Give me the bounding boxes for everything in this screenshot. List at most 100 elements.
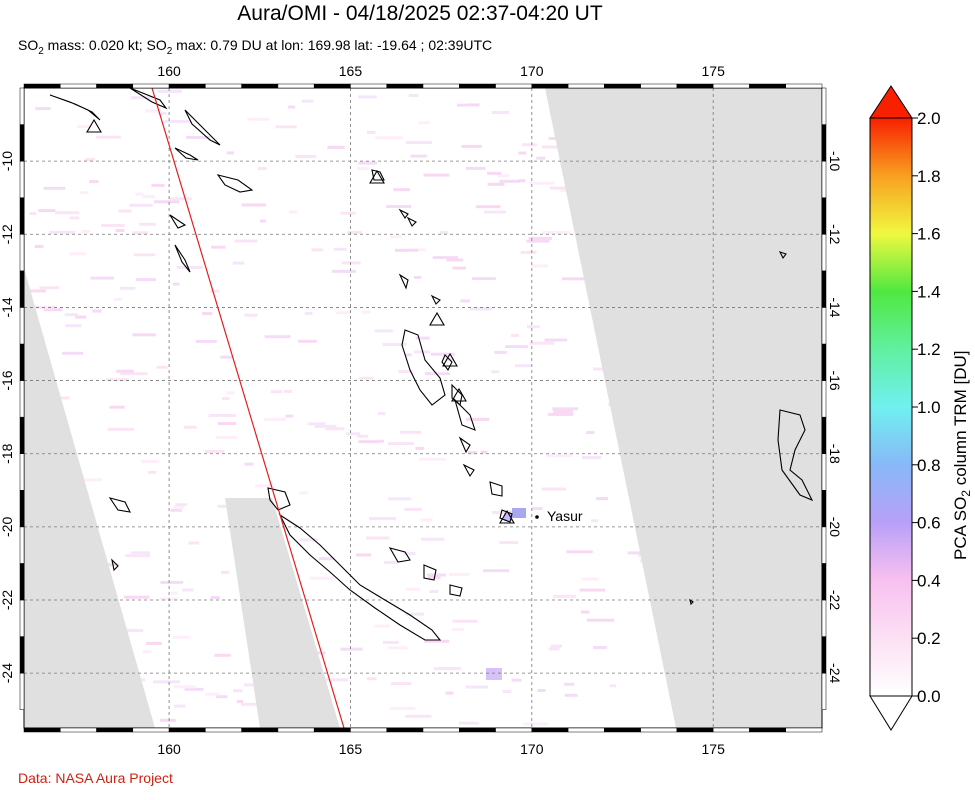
border-segment <box>19 636 25 674</box>
border-segment <box>821 197 827 235</box>
border-segment <box>749 727 786 733</box>
so2-pixel <box>544 338 567 342</box>
so2-pixel <box>38 209 56 213</box>
so2-pixel <box>408 94 419 97</box>
so2-pixel <box>270 390 282 394</box>
so2-pixel <box>216 435 237 439</box>
colorbar-tick-label: 0.0 <box>917 687 941 706</box>
so2-pixel <box>480 450 488 454</box>
border-segment <box>604 727 641 733</box>
border-segment <box>749 83 786 89</box>
so2-pixel <box>125 554 151 558</box>
so2-pixel <box>532 507 543 511</box>
so2-pixel <box>309 576 333 580</box>
border-segment <box>567 727 605 733</box>
so2-pixel <box>466 103 480 107</box>
so2-pixel <box>141 460 159 463</box>
so2-pixel <box>492 511 509 514</box>
no-data-gap <box>225 498 340 728</box>
coast-bougainville <box>49 94 101 121</box>
so2-pixel <box>427 573 446 577</box>
so2-pixel <box>369 517 397 521</box>
colorbar-tick-label: 0.6 <box>917 514 941 533</box>
volcano-icon <box>86 118 102 133</box>
so2-pixel <box>164 120 192 123</box>
border-segment <box>531 727 569 733</box>
so2-pixel <box>476 205 501 209</box>
so2-pixel <box>410 154 427 158</box>
so2-pixel <box>580 610 590 614</box>
border-segment <box>19 416 25 454</box>
so2-pixel <box>236 700 243 704</box>
so2-pixel <box>515 364 532 368</box>
so2-pixel <box>118 209 132 213</box>
lat-tick-label: -14 <box>827 297 843 317</box>
so2-pixel <box>548 647 560 651</box>
so2-pixel <box>528 236 552 240</box>
lon-tick-label: 170 <box>520 63 544 79</box>
so2-pixel <box>129 203 153 207</box>
border-segment <box>277 83 315 89</box>
so2-pixel <box>415 446 424 450</box>
so2-pixel <box>336 311 350 315</box>
so2-pixel <box>418 121 431 125</box>
so2-pixel <box>421 537 445 541</box>
so2-pixel <box>553 594 577 598</box>
so2-pixel <box>211 245 226 249</box>
so2-pixel <box>182 588 194 592</box>
border-segment <box>96 83 134 89</box>
volcano-icon <box>451 387 467 402</box>
so2-pixel <box>295 155 317 159</box>
so2-pixel <box>35 107 51 111</box>
so2-pixel <box>101 223 125 227</box>
so2-pixel <box>510 333 519 337</box>
so2-pixel <box>259 219 267 223</box>
so2-pixel <box>358 161 378 165</box>
so2-pixel <box>133 253 155 257</box>
so2-pixel <box>627 551 643 555</box>
so2-pixel <box>119 628 144 632</box>
colorbar-tick-label: 1.4 <box>917 282 941 301</box>
so2-pixel <box>542 231 571 234</box>
so2-pixel <box>325 427 345 431</box>
coast-guadalcanal <box>216 174 254 193</box>
so2-pixel <box>466 417 489 421</box>
volcano-icon <box>369 169 385 184</box>
coast-banks <box>430 294 441 305</box>
so2-pixel <box>377 439 384 443</box>
no-data-right <box>545 88 822 728</box>
border-segment <box>60 727 97 733</box>
so2-pixel <box>304 312 313 315</box>
so2-pixel <box>214 653 231 657</box>
colorbar-tick-label: 0.8 <box>917 456 941 475</box>
border-segment <box>821 563 827 601</box>
so2-pixel <box>221 397 230 401</box>
so2-pixel <box>298 339 317 343</box>
so2-pixel <box>358 95 377 99</box>
border-segment <box>19 343 25 381</box>
so2-pixel <box>75 315 87 319</box>
so2-pixel <box>561 277 586 281</box>
coast-efate <box>462 463 475 478</box>
so2-pixel <box>520 250 537 254</box>
border-segment <box>96 727 134 733</box>
border-segment <box>821 270 827 308</box>
so2-pixel <box>491 370 500 374</box>
so2-pixel <box>241 702 257 706</box>
so2-pixel <box>226 391 235 395</box>
map-tick-labels: 160 160 165 165 170 170 175 175 -10 -10 -12 -12 -14 -… <box>0 63 843 757</box>
lon-tick-label: 170 <box>520 741 544 757</box>
so2-pixel <box>432 256 459 260</box>
so2-pixel <box>299 491 308 495</box>
so2-pixel <box>526 239 550 243</box>
so2-pixel <box>341 261 361 265</box>
border-segment <box>459 727 496 733</box>
so2-pixel <box>564 693 578 697</box>
so2-pixel <box>160 718 176 722</box>
so2-pixel <box>518 179 525 183</box>
so2-pixel <box>452 619 478 623</box>
border-segment <box>821 599 827 637</box>
so2-pixel <box>80 230 91 233</box>
so2-pixel <box>153 680 180 684</box>
